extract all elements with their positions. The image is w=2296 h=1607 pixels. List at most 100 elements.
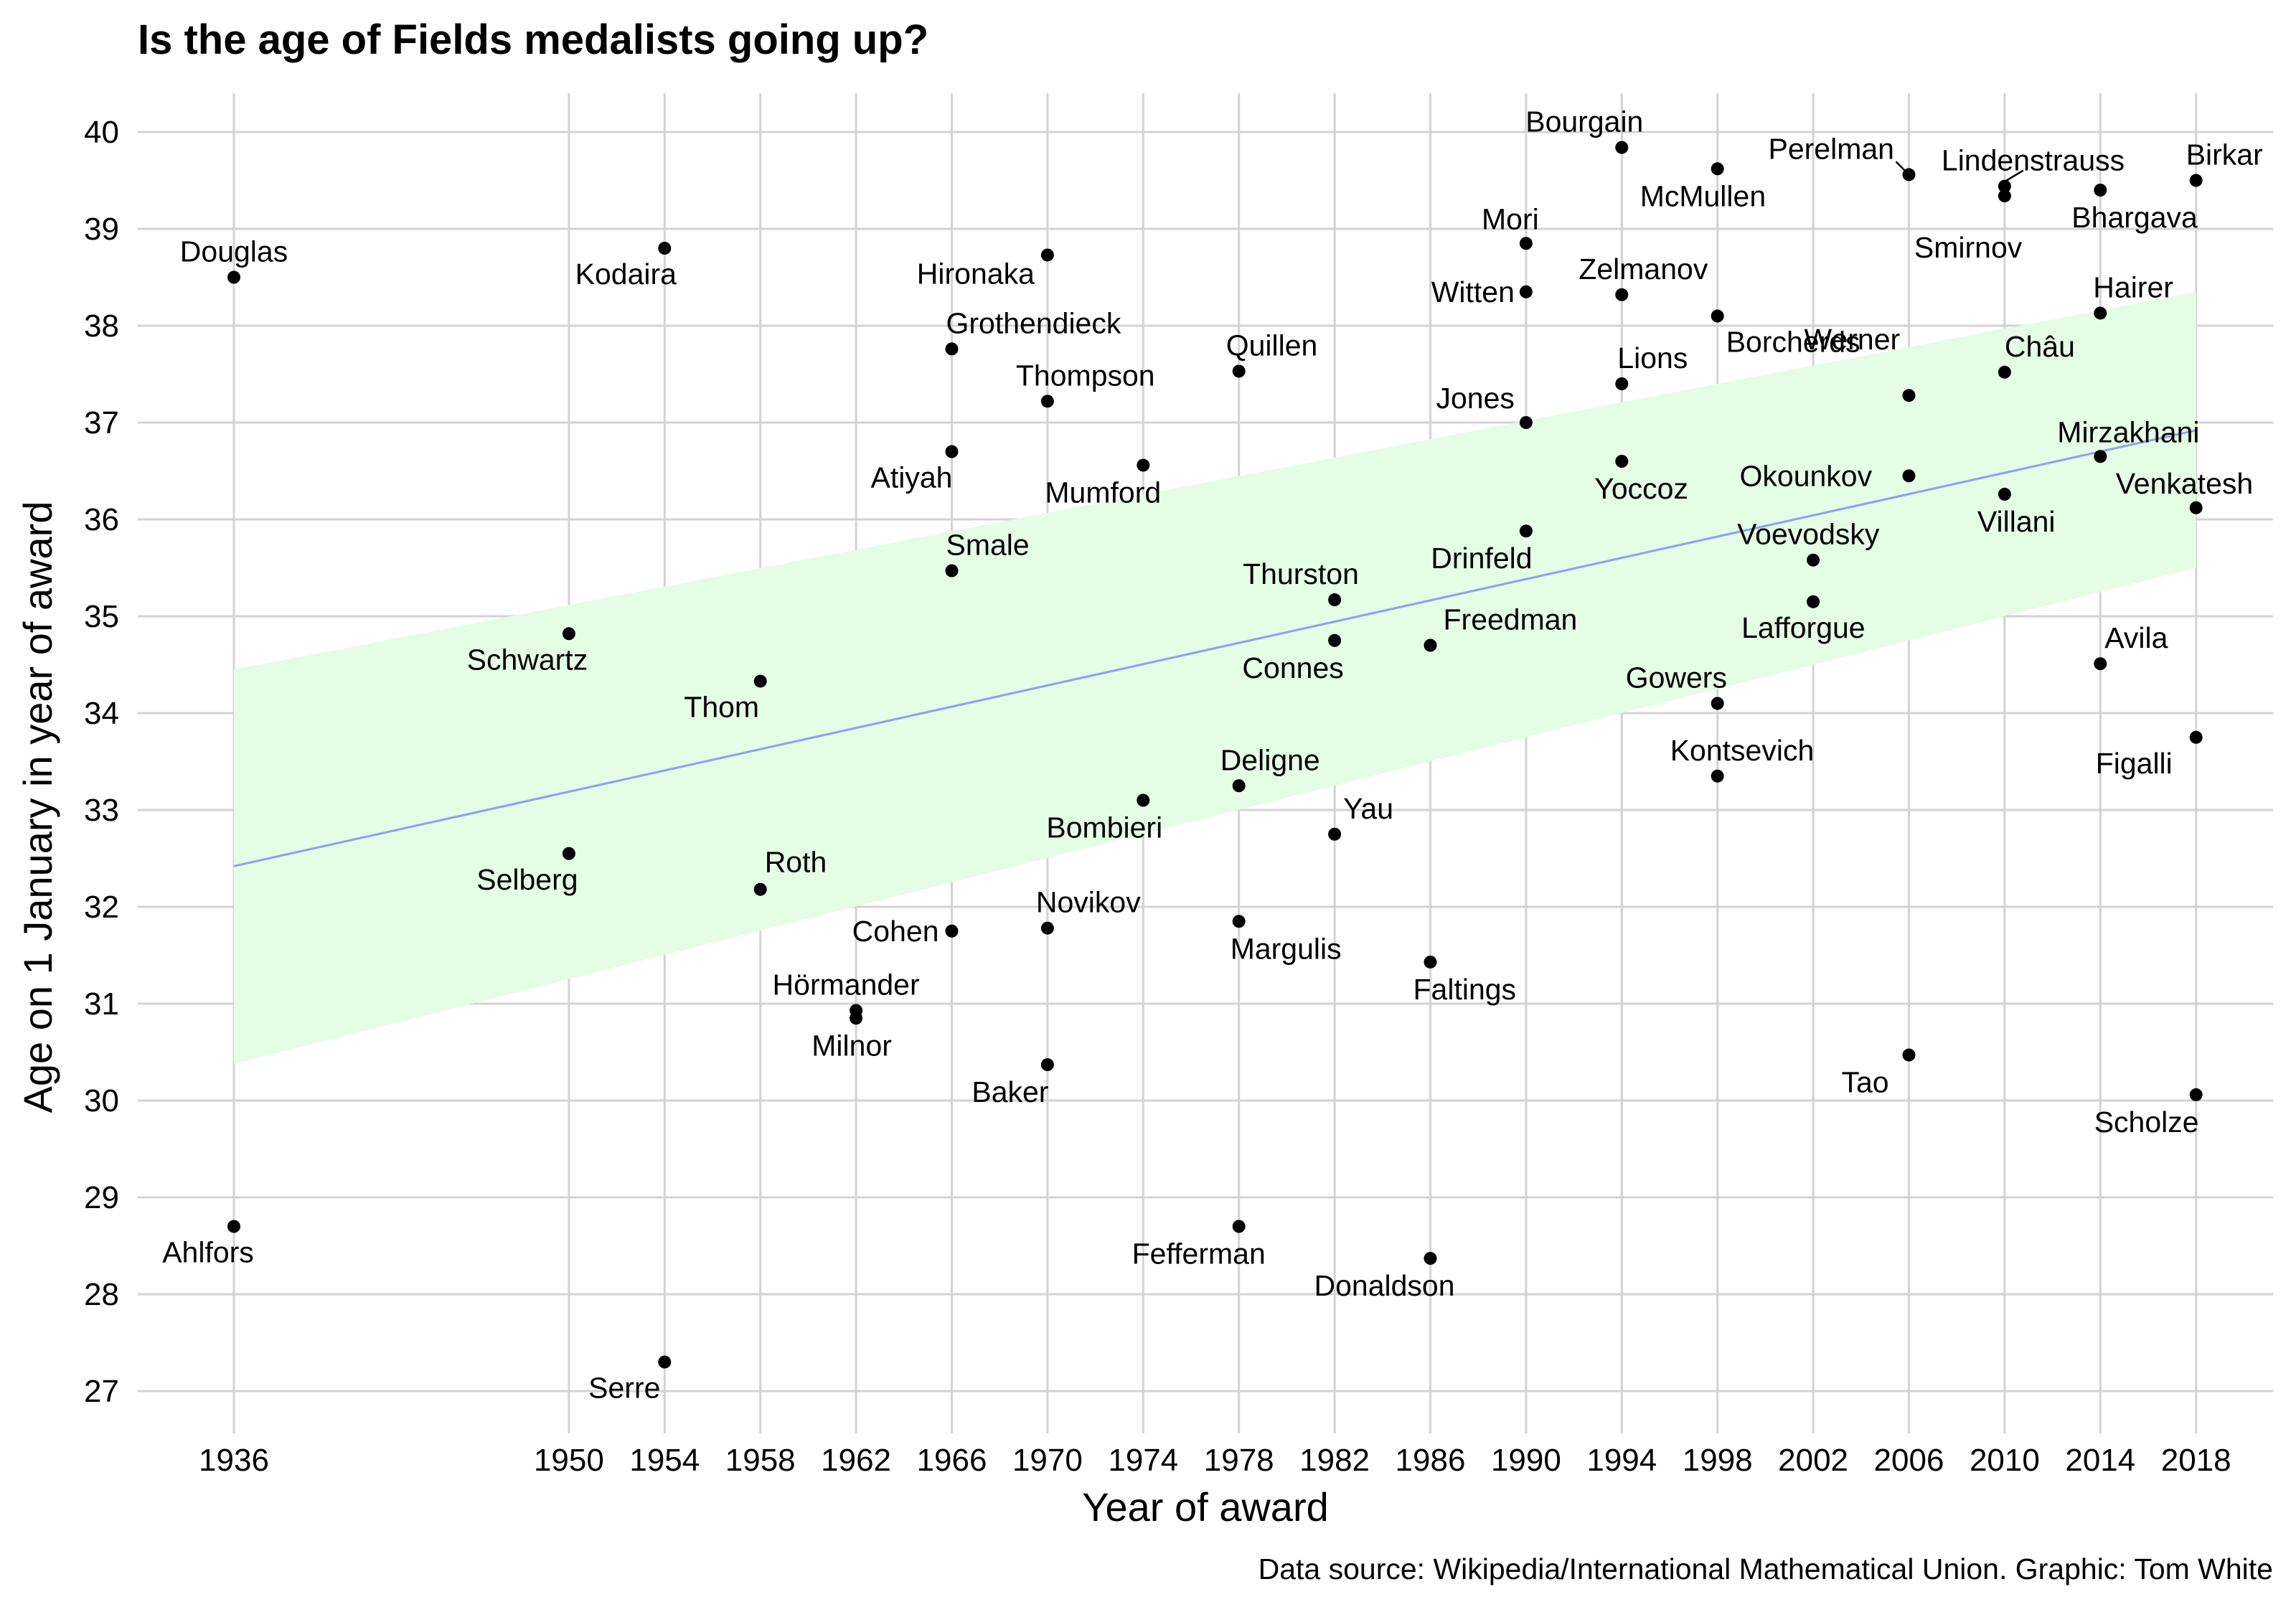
chart-caption: Data source: Wikipedia/International Mat… xyxy=(1258,1552,2273,1585)
data-point xyxy=(2189,174,2203,187)
data-point xyxy=(1424,1252,1437,1266)
point-label: Bombieri xyxy=(1046,811,1162,844)
point-label: Venkatesh xyxy=(2116,467,2254,500)
point-label: Grothendieck xyxy=(946,306,1121,339)
point-label: Lafforgue xyxy=(1741,611,1866,644)
data-point xyxy=(945,342,959,356)
data-point xyxy=(1519,416,1533,429)
point-label: Cohen xyxy=(852,915,939,948)
confidence-band xyxy=(234,291,2196,1064)
x-tick-label: 1982 xyxy=(1299,1443,1370,1478)
data-point xyxy=(1519,285,1533,298)
point-label: Hörmander xyxy=(773,968,920,1001)
point-label: Birkar xyxy=(2186,138,2263,171)
data-point xyxy=(1902,469,1916,483)
data-point xyxy=(227,1220,240,1233)
y-tick-label: 35 xyxy=(84,599,119,634)
point-label: Figalli xyxy=(2096,747,2173,780)
point-label: Serre xyxy=(588,1372,660,1405)
point-label: Bhargava xyxy=(2071,201,2198,234)
data-point xyxy=(1232,364,1246,378)
point-label: Gowers xyxy=(1626,661,1727,694)
point-label: Witten xyxy=(1431,275,1515,308)
x-tick-label: 1974 xyxy=(1108,1443,1178,1478)
data-point xyxy=(850,1012,863,1025)
x-tick-label: 1962 xyxy=(821,1443,891,1478)
data-point xyxy=(1902,389,1916,402)
data-point xyxy=(1424,955,1437,969)
y-tick-label: 31 xyxy=(84,986,119,1022)
data-point xyxy=(1711,162,1724,176)
point-label: Schwartz xyxy=(467,643,588,676)
point-label: Bourgain xyxy=(1525,105,1643,138)
data-point xyxy=(1232,1220,1246,1233)
data-point xyxy=(1519,237,1533,250)
y-tick-label: 32 xyxy=(84,890,119,925)
data-point xyxy=(1615,288,1629,301)
point-label: Voevodsky xyxy=(1737,518,1880,551)
point-label: Atiyah xyxy=(871,461,953,494)
data-point xyxy=(2094,657,2107,671)
point-label: Borcherds xyxy=(1726,326,1860,359)
data-point xyxy=(2094,306,2107,320)
point-label: Margulis xyxy=(1231,932,1342,965)
point-label: Thurston xyxy=(1243,557,1359,590)
y-tick-label: 29 xyxy=(84,1180,119,1215)
data-point xyxy=(1232,915,1246,928)
point-label: Okounkov xyxy=(1740,459,1873,492)
point-label: Mumford xyxy=(1045,476,1161,509)
data-point xyxy=(753,882,767,896)
point-label: Lions xyxy=(1617,341,1688,374)
point-label: Mirzakhani xyxy=(2057,415,2199,448)
point-label: Lindenstrauss xyxy=(1942,144,2125,177)
point-label: Baker xyxy=(971,1075,1048,1108)
data-point xyxy=(2094,450,2107,463)
point-label: Selberg xyxy=(476,863,578,896)
data-point xyxy=(2094,184,2107,197)
point-label: Perelman xyxy=(1769,132,1894,165)
x-tick-label: 2010 xyxy=(1970,1443,2040,1478)
data-point xyxy=(1615,377,1629,390)
x-tick-label: 2018 xyxy=(2161,1443,2231,1478)
data-point xyxy=(1998,487,2011,501)
point-label: Drinfeld xyxy=(1431,542,1532,575)
x-tick-label: 1954 xyxy=(629,1443,700,1478)
data-point xyxy=(658,242,672,255)
data-point xyxy=(1902,1048,1916,1062)
point-label: Villani xyxy=(1977,505,2056,538)
point-label: Thom xyxy=(684,690,759,723)
x-tick-label: 1978 xyxy=(1204,1443,1274,1478)
x-tick-label: 1998 xyxy=(1683,1443,1753,1478)
data-point xyxy=(1711,697,1724,710)
point-label: Werner xyxy=(1805,323,1901,356)
point-label: Yoccoz xyxy=(1594,472,1688,505)
point-label: Tao xyxy=(1842,1066,1889,1099)
x-tick-label: 1966 xyxy=(917,1443,987,1478)
y-tick-label: 33 xyxy=(84,793,119,828)
point-label: Fefferman xyxy=(1132,1238,1266,1271)
point-label: Freedman xyxy=(1444,603,1578,636)
x-tick-label: 2002 xyxy=(1778,1443,1848,1478)
point-label: Novikov xyxy=(1036,886,1141,919)
point-label: Smale xyxy=(946,529,1030,562)
data-point xyxy=(945,564,959,578)
point-label: Faltings xyxy=(1413,973,1517,1006)
data-point xyxy=(1711,769,1724,783)
data-point xyxy=(1040,921,1054,935)
data-point xyxy=(945,924,959,938)
axis-tick-labels: 27 28 29 30 31 32 33 34 35 36 37 38 39 40 1936 1950 1954… xyxy=(84,115,2231,1478)
data-point xyxy=(1328,593,1342,607)
data-point xyxy=(1040,395,1054,408)
data-point xyxy=(1137,793,1150,807)
point-label: Connes xyxy=(1242,651,1343,684)
point-label: Deligne xyxy=(1220,743,1320,776)
data-point xyxy=(1998,179,2011,193)
trend-line xyxy=(233,429,2197,867)
point-label: Ahlfors xyxy=(162,1236,254,1269)
x-tick-label: 1990 xyxy=(1491,1443,1561,1478)
x-tick-label: 1986 xyxy=(1396,1443,1466,1478)
y-tick-label: 27 xyxy=(84,1374,119,1409)
x-tick-label: 2006 xyxy=(1874,1443,1944,1478)
data-point xyxy=(562,627,575,641)
